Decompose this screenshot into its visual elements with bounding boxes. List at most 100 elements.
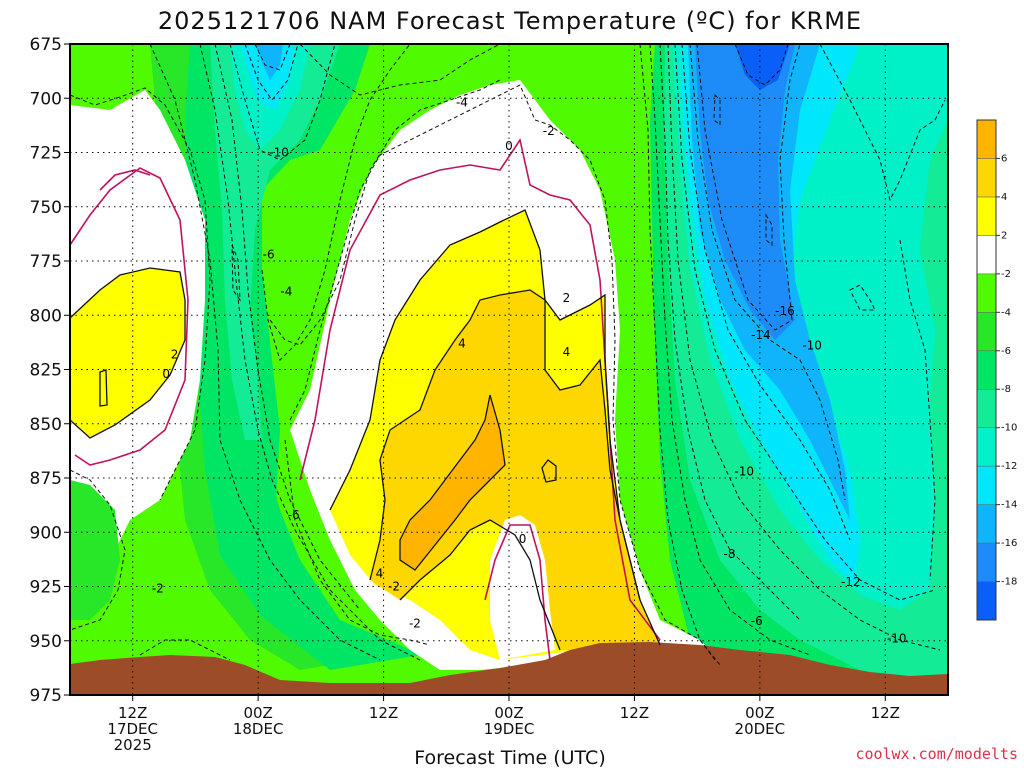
colorbar-label: -18	[1001, 577, 1017, 588]
contour-label: 2	[171, 347, 179, 361]
contour-label: -14	[751, 328, 771, 342]
y-tick-label: 825	[30, 361, 62, 381]
contour-4-mid	[369, 289, 641, 601]
contour-label: 0	[519, 532, 527, 546]
y-tick-label: 775	[30, 252, 62, 272]
contour-neg6-left	[199, 44, 421, 661]
contour-neg6-right	[639, 44, 716, 661]
contour-0-left	[70, 167, 189, 466]
colorbar-swatch	[976, 427, 997, 467]
contour-neg4-upper	[149, 44, 381, 661]
x-axis-label: Forecast Time (UTC)	[414, 747, 605, 768]
y-tick-label: 800	[30, 306, 62, 326]
contour-2-mid	[329, 209, 661, 646]
colorbar-swatch	[976, 542, 997, 582]
colorbar-swatch	[976, 312, 997, 352]
x-tick-label: 2025	[114, 736, 152, 754]
svg-text:-4: -4	[280, 284, 292, 298]
contour-neg12-right	[674, 44, 936, 601]
colorbar-swatch	[976, 119, 997, 159]
contour-neg4-lower	[269, 79, 501, 346]
contour-label: 0	[162, 367, 170, 381]
svg-text:-4: -4	[456, 96, 468, 110]
x-tick-label: 12Z	[620, 704, 649, 722]
contour-neg14-left	[254, 44, 291, 71]
colorbar-label: -2	[1001, 269, 1011, 280]
svg-text:-6: -6	[288, 508, 300, 522]
contour-neg10-left	[229, 44, 336, 161]
y-tick-label: 950	[30, 632, 62, 652]
colorbar-label: 2	[1001, 230, 1007, 241]
y-tick-label: 675	[30, 35, 62, 55]
svg-text:2: 2	[563, 291, 571, 305]
contour-label: -6	[263, 247, 275, 261]
region-mid-above6	[400, 395, 505, 570]
region-right-minus20	[735, 44, 790, 90]
colorbar-label: 6	[1001, 153, 1007, 164]
colorbar-label: 4	[1001, 192, 1007, 203]
contour-label: -4	[280, 284, 292, 298]
svg-text:-8: -8	[724, 547, 736, 561]
x-tick-label: 00Z	[243, 704, 272, 722]
contour-label: 4	[563, 345, 571, 359]
contour-label: -2	[543, 124, 555, 138]
svg-text:-2: -2	[543, 124, 555, 138]
svg-text:-6: -6	[751, 614, 763, 628]
svg-text:-10: -10	[734, 464, 754, 478]
credit-text: coolwx.com/modelts	[855, 745, 1018, 763]
x-tick-label: 00Z	[745, 704, 774, 722]
svg-text:-2: -2	[152, 582, 164, 596]
contour-label: -4	[456, 96, 468, 110]
contour-label: 0	[505, 139, 513, 153]
contour-label: 2	[563, 291, 571, 305]
colorbar-swatch	[976, 350, 997, 390]
colorbar-swatch	[976, 235, 997, 275]
y-tick-label: 700	[30, 89, 62, 109]
y-tick-label: 750	[30, 198, 62, 218]
colorbar: 6 4 2 -2 -4 -6 -8 -10 -12 -14 -16 -18	[976, 119, 1017, 621]
contour-label: -16	[775, 304, 795, 318]
contour-neg6-right-b	[649, 44, 811, 656]
x-tick-label: 20DEC	[735, 720, 786, 738]
contour-2-left	[70, 267, 186, 439]
contour-neg12-right-c	[849, 284, 876, 311]
contour-2-small	[99, 369, 108, 407]
x-tick-label: 12Z	[118, 704, 147, 722]
chart-title: 2025121706 NAM Forecast Temperature (ºC)…	[158, 7, 862, 35]
contour-label: -10	[734, 464, 754, 478]
svg-text:4: 4	[563, 345, 571, 359]
svg-text:4: 4	[458, 336, 466, 350]
contour-neg4-mid	[299, 44, 501, 96]
contour-neg20-right	[734, 44, 789, 86]
contour-neg6-mid	[261, 44, 411, 361]
contour-label: 4	[376, 566, 384, 580]
grid-lines	[70, 44, 948, 695]
svg-text:-2: -2	[409, 616, 421, 630]
contour-neg10-right	[667, 44, 941, 651]
svg-text:0: 0	[505, 139, 513, 153]
y-tick-label: 725	[30, 144, 62, 164]
contour-neg2-lower	[284, 439, 431, 646]
x-tick-label: 12Z	[369, 704, 398, 722]
region-left-minus4-bottom	[70, 480, 120, 620]
contour-label: -10	[802, 339, 822, 353]
contour-6-small	[541, 459, 557, 483]
colorbar-frame	[976, 119, 997, 621]
contour-label: -12	[841, 575, 861, 589]
contour-0-pocket	[484, 524, 551, 661]
colorbar-label: -10	[1001, 423, 1017, 434]
colorbar-label: -6	[1001, 346, 1011, 357]
contour-neg2-upper	[70, 87, 211, 501]
region-mid-below0-pocket	[490, 515, 555, 660]
svg-text:-10: -10	[269, 146, 289, 160]
svg-text:-10: -10	[802, 339, 822, 353]
contour-label: -10	[887, 632, 907, 646]
svg-text:4: 4	[376, 566, 384, 580]
svg-text:0: 0	[162, 367, 170, 381]
contour-neg2-mid	[289, 84, 721, 666]
colorbar-swatch	[976, 504, 997, 544]
contour-neg16-right	[689, 44, 846, 501]
x-tick-label: 19DEC	[484, 720, 535, 738]
region-mid-above4	[370, 290, 660, 650]
